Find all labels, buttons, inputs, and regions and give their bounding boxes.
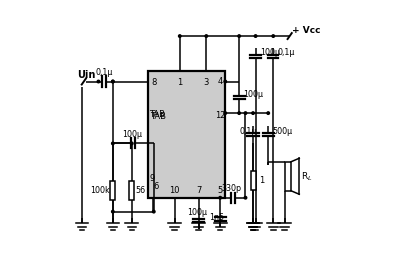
Circle shape xyxy=(112,142,114,145)
Bar xyxy=(148,71,225,198)
Circle shape xyxy=(254,35,257,37)
Text: 100μ: 100μ xyxy=(188,208,208,217)
Bar xyxy=(110,181,115,200)
Circle shape xyxy=(272,35,274,37)
Text: 0,1μ: 0,1μ xyxy=(277,48,295,57)
Text: 330p: 330p xyxy=(222,184,242,193)
Bar xyxy=(129,181,134,200)
Text: 0,1μ: 0,1μ xyxy=(239,127,256,136)
Circle shape xyxy=(267,112,270,114)
Bar xyxy=(285,162,291,191)
Bar xyxy=(250,171,256,189)
Text: 100μ: 100μ xyxy=(243,90,263,99)
Text: 100μ: 100μ xyxy=(260,48,280,57)
Circle shape xyxy=(97,80,100,83)
Text: 100k: 100k xyxy=(90,186,110,195)
Circle shape xyxy=(112,80,114,83)
Circle shape xyxy=(112,80,114,83)
Text: 12: 12 xyxy=(216,111,226,120)
Circle shape xyxy=(252,112,254,114)
Circle shape xyxy=(219,196,222,199)
Text: 3: 3 xyxy=(204,78,209,87)
Text: TAB: TAB xyxy=(150,110,166,119)
Text: TAB: TAB xyxy=(150,113,166,121)
Circle shape xyxy=(224,112,226,114)
Text: 0,1μ: 0,1μ xyxy=(95,68,113,77)
Text: 500μ: 500μ xyxy=(272,127,292,136)
Text: 4: 4 xyxy=(218,77,223,86)
Circle shape xyxy=(178,35,181,37)
Text: 10: 10 xyxy=(170,186,180,195)
Circle shape xyxy=(112,210,114,213)
Circle shape xyxy=(224,80,226,83)
Text: 1n5: 1n5 xyxy=(209,213,224,223)
Text: Uin: Uin xyxy=(78,70,96,80)
Text: 5: 5 xyxy=(218,186,223,195)
Circle shape xyxy=(238,112,240,114)
Text: 56: 56 xyxy=(135,186,146,195)
Text: R$_L$: R$_L$ xyxy=(301,170,312,183)
Circle shape xyxy=(244,112,247,114)
Circle shape xyxy=(130,142,133,145)
Text: + Vcc: + Vcc xyxy=(292,26,321,35)
Circle shape xyxy=(152,210,155,213)
Text: 1: 1 xyxy=(259,176,264,185)
Text: 100μ: 100μ xyxy=(122,130,142,139)
Text: 6: 6 xyxy=(153,182,158,191)
Circle shape xyxy=(244,196,247,199)
Circle shape xyxy=(238,35,240,37)
Circle shape xyxy=(205,35,208,37)
Text: 9: 9 xyxy=(149,174,155,183)
Text: 8: 8 xyxy=(151,78,156,87)
Text: 1: 1 xyxy=(177,78,182,87)
Text: 7: 7 xyxy=(196,186,202,195)
